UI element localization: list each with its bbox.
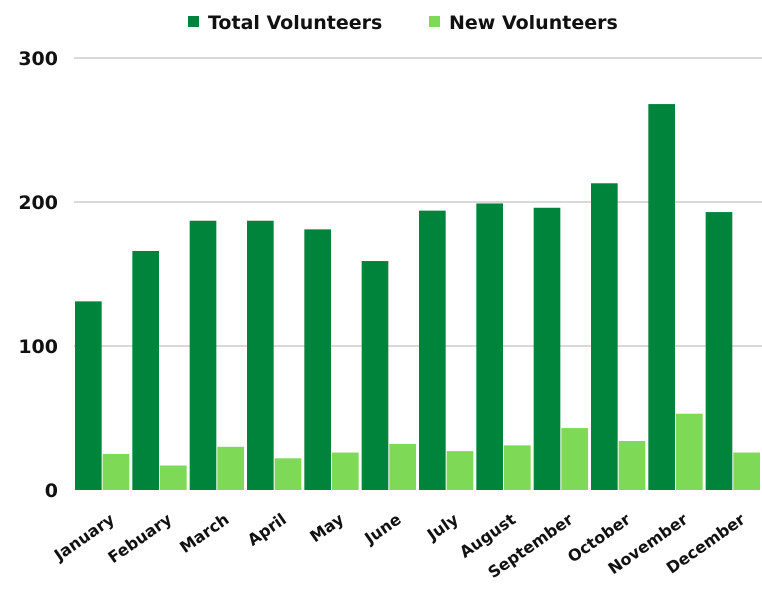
y-tick-label: 0: [45, 480, 58, 502]
legend-swatch-new-volunteers: [429, 16, 440, 27]
y-tick-label: 100: [18, 336, 58, 358]
x-tick-label-febuary: Febuary: [104, 509, 175, 567]
bar-new-volunteers-january: [102, 454, 130, 490]
bar-new-volunteers-july: [446, 451, 474, 490]
legend: Total Volunteers New Volunteers: [188, 12, 618, 34]
x-tick-label-july: July: [423, 509, 462, 545]
bar-new-volunteers-april: [274, 458, 302, 490]
bar-total-volunteers-october: [591, 183, 618, 490]
legend-label-total-volunteers: Total Volunteers: [208, 12, 382, 34]
legend-label-new-volunteers: New Volunteers: [449, 12, 618, 34]
bars: [75, 104, 760, 491]
bar-new-volunteers-december: [733, 452, 760, 490]
x-tick-label-april: April: [244, 510, 290, 550]
bar-new-volunteers-august: [504, 445, 531, 490]
bar-total-volunteers-march: [189, 220, 217, 490]
bar-new-volunteers-march: [217, 446, 244, 490]
bar-total-volunteers-december: [705, 212, 733, 490]
bar-total-volunteers-april: [247, 220, 274, 490]
bar-new-volunteers-september: [561, 428, 588, 490]
bar-total-volunteers-august: [476, 203, 503, 490]
x-tick-label-may: May: [306, 509, 347, 546]
gridlines: [74, 57, 762, 347]
y-tick-label: 300: [18, 48, 58, 70]
bar-total-volunteers-november: [648, 104, 675, 490]
x-tick-label-june: June: [360, 509, 404, 548]
bar-total-volunteers-febuary: [132, 250, 159, 490]
bar-new-volunteers-october: [618, 441, 646, 490]
bar-total-volunteers-may: [304, 229, 331, 491]
bar-total-volunteers-june: [361, 261, 389, 490]
bar-total-volunteers-january: [75, 301, 102, 490]
bar-total-volunteers-september: [533, 207, 561, 490]
y-axis-tick-labels: 0 100 200 300: [18, 48, 58, 502]
bar-new-volunteers-may: [332, 452, 359, 490]
bar-new-volunteers-febuary: [160, 465, 187, 490]
bar-new-volunteers-november: [676, 413, 703, 490]
y-tick-label: 200: [18, 192, 58, 214]
x-tick-label-march: March: [176, 510, 232, 557]
legend-swatch-total-volunteers: [188, 16, 199, 27]
bar-total-volunteers-july: [419, 210, 446, 490]
bar-new-volunteers-june: [389, 443, 416, 490]
